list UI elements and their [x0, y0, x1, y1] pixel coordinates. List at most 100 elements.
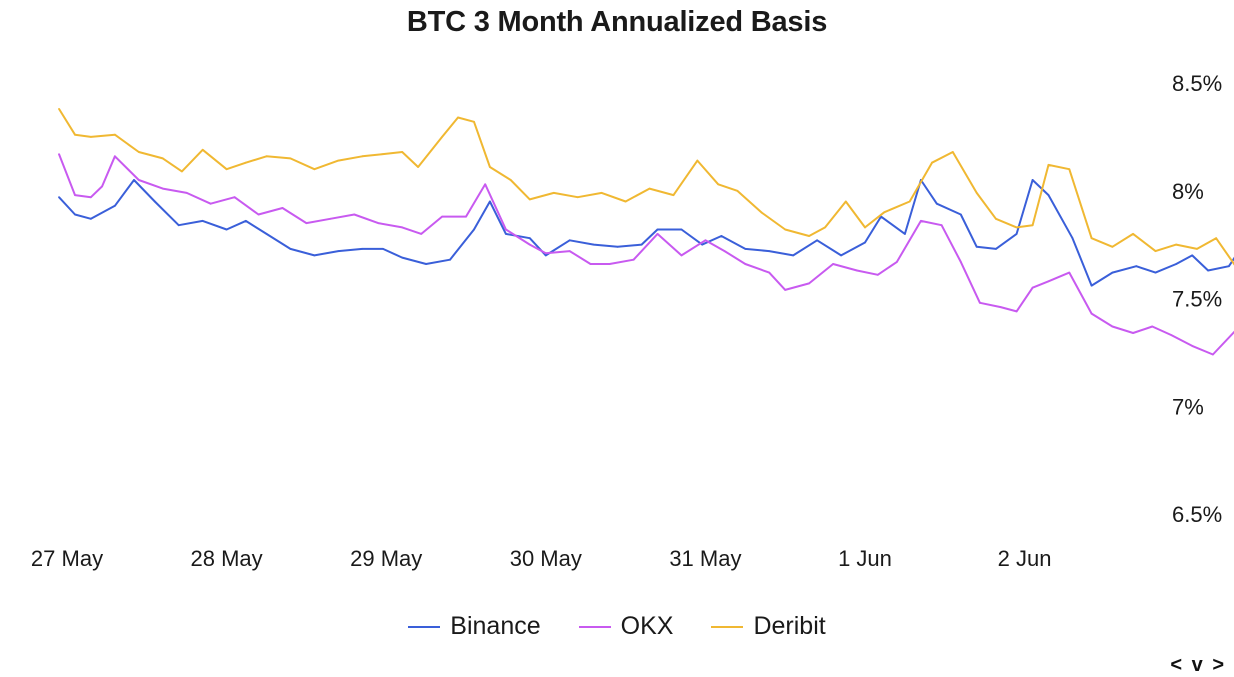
data-point-deribit [1132, 233, 1134, 235]
data-point-binance [959, 213, 962, 216]
data-point-deribit [1111, 245, 1114, 248]
legend-item-okx[interactable]: OKX [578, 612, 673, 641]
data-point-deribit [696, 159, 699, 162]
x-tick-label: 29 May [350, 546, 422, 571]
data-point-okx [768, 271, 771, 274]
legend-label-deribit: Deribit [753, 612, 826, 640]
data-point-deribit [760, 211, 763, 214]
nav-prev-button[interactable]: < [1170, 654, 1185, 676]
data-point-okx [568, 250, 571, 253]
data-point-binance [840, 254, 842, 257]
data-point-okx [58, 153, 60, 156]
series-lines [58, 108, 1234, 356]
data-point-okx [114, 155, 116, 158]
data-point-binance [864, 241, 866, 244]
x-tick-label: 30 May [510, 546, 582, 571]
data-point-binance [656, 228, 659, 231]
nav-next-button[interactable]: > [1212, 654, 1226, 676]
data-point-okx [1132, 332, 1134, 334]
data-point-binance [244, 220, 247, 222]
data-point-deribit [717, 183, 720, 186]
data-point-okx [377, 222, 380, 225]
data-point-okx [137, 179, 140, 181]
data-point-okx [528, 243, 531, 246]
legend-swatch-deribit [711, 625, 744, 628]
data-point-deribit [1154, 250, 1157, 253]
nav-down-button[interactable]: v [1191, 654, 1205, 676]
data-point-okx [744, 263, 747, 265]
data-point-deribit [161, 157, 164, 160]
x-tick-label: 31 May [669, 546, 741, 571]
data-point-binance [425, 263, 427, 265]
data-point-deribit [672, 194, 675, 197]
data-point-deribit [1047, 164, 1050, 166]
data-point-binance [1031, 179, 1034, 181]
data-point-binance [265, 233, 268, 235]
data-point-okx [808, 282, 810, 285]
data-point-deribit [225, 168, 228, 171]
legend-item-deribit[interactable]: Deribit [711, 612, 826, 641]
data-point-deribit [975, 192, 978, 194]
data-point-okx [1015, 310, 1018, 313]
data-point-okx [233, 196, 236, 199]
data-point-binance [935, 202, 938, 205]
data-point-binance [1015, 233, 1018, 235]
data-point-binance [1071, 237, 1074, 240]
data-point-okx [1212, 353, 1214, 356]
data-point-binance [528, 237, 531, 240]
data-point-deribit [808, 235, 810, 237]
data-point-binance [74, 213, 76, 216]
data-point-deribit [1175, 243, 1178, 246]
data-point-deribit [528, 198, 531, 201]
data-point-deribit [624, 200, 627, 203]
data-point-deribit [600, 192, 603, 194]
data-point-binance [701, 243, 704, 246]
data-point-binance [505, 233, 507, 235]
data-point-okx [101, 185, 103, 188]
data-point-deribit [382, 153, 384, 156]
data-point-okx [680, 254, 683, 257]
y-axis-ticks: 8.5% 8% 7.5% 7% 6.5% [1172, 71, 1222, 527]
data-point-deribit [784, 228, 787, 231]
data-point-binance [153, 200, 156, 203]
data-point-binance [473, 228, 475, 231]
data-point-deribit [361, 155, 364, 158]
legend: Binance OKX Deribit [0, 612, 1234, 641]
series-okx [58, 153, 1234, 356]
data-point-deribit [844, 200, 847, 203]
data-point-deribit [244, 161, 247, 164]
chart-title: BTC 3 Month Annualized Basis [406, 6, 828, 38]
y-tick-label: 7.5% [1172, 287, 1222, 312]
y-tick-label: 7% [1172, 394, 1204, 419]
data-point-binance [177, 224, 180, 227]
data-point-binance [489, 200, 491, 203]
series-binance [58, 179, 1234, 287]
data-point-binance [1228, 265, 1230, 268]
data-point-okx [876, 273, 879, 276]
y-tick-label: 8.5% [1172, 71, 1222, 96]
data-point-binance [201, 220, 204, 222]
data-point-okx [161, 187, 164, 190]
data-point-binance [225, 228, 228, 231]
data-point-deribit [417, 166, 419, 168]
data-point-binance [90, 217, 92, 220]
data-point-okx [1170, 334, 1173, 336]
series-line-deribit [58, 108, 1234, 266]
chart-navigation: < v > [1170, 654, 1226, 677]
data-point-okx [1047, 280, 1050, 283]
data-point-deribit [1015, 226, 1018, 229]
data-point-okx [401, 226, 404, 229]
legend-item-binance[interactable]: Binance [408, 612, 541, 641]
data-point-deribit [951, 151, 954, 153]
legend-swatch-okx [578, 625, 611, 628]
data-point-okx [420, 233, 423, 235]
data-point-deribit [58, 108, 60, 110]
legend-label-binance: Binance [450, 612, 541, 640]
x-tick-label: 1 Jun [838, 546, 892, 571]
data-point-okx [209, 202, 212, 205]
data-point-binance [720, 235, 723, 237]
data-point-deribit [1090, 237, 1093, 240]
data-point-okx [1191, 345, 1194, 347]
series-line-binance [58, 179, 1234, 287]
data-point-okx [465, 215, 467, 218]
